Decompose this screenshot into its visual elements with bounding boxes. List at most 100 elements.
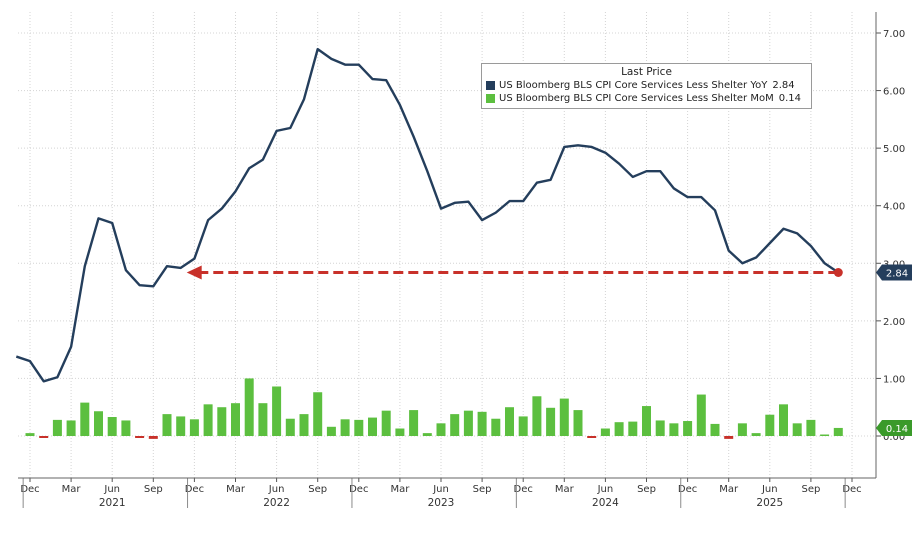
end-value-badges: 2.84 0.14 (876, 264, 912, 436)
bar (463, 410, 473, 436)
bar (655, 420, 665, 436)
x-tick-label: Jun (268, 484, 285, 495)
x-tick-label: Sep (637, 484, 656, 495)
bar (587, 436, 597, 438)
bar (285, 418, 295, 436)
legend-item-mom: US Bloomberg BLS CPI Core Services Less … (486, 92, 807, 105)
bar (642, 406, 651, 436)
yoy-series-line (15, 47, 839, 383)
x-tick-label: Dec (185, 484, 204, 495)
badge-mom-text: 0.14 (886, 424, 908, 435)
bar (600, 428, 610, 436)
bar (518, 416, 528, 436)
bar (546, 407, 556, 436)
legend-swatch-yoy (486, 81, 495, 90)
badge-yoy (876, 264, 912, 281)
bar (436, 423, 446, 436)
bar (39, 436, 49, 438)
y-tick-label: 4.00 (883, 202, 905, 213)
bar (765, 414, 775, 436)
y-tick-label: 5.00 (883, 144, 905, 155)
x-tick-label: Dec (349, 484, 368, 495)
bar (792, 423, 802, 436)
legend-label-yoy: US Bloomberg BLS CPI Core Services Less … (499, 80, 768, 91)
x-tick-label: Mar (719, 484, 739, 495)
bar (696, 394, 706, 436)
bar (244, 378, 254, 436)
bar (258, 403, 268, 436)
x-tick-label: Jun (597, 484, 614, 495)
bar (162, 414, 172, 436)
bar (573, 410, 583, 436)
x-tick-label: Sep (144, 484, 163, 495)
legend-value-yoy: 2.84 (772, 80, 795, 91)
bar (559, 398, 569, 436)
y-tick-label: 7.00 (883, 29, 905, 40)
bar (52, 419, 62, 436)
legend-swatch-mom (486, 94, 495, 103)
x-tick-label: Dec (20, 484, 39, 495)
bar (505, 407, 514, 436)
legend-item-yoy: US Bloomberg BLS CPI Core Services Less … (486, 79, 807, 92)
x-tick-label: Mar (62, 484, 82, 495)
bar (189, 419, 199, 436)
bar (737, 423, 747, 436)
bar (532, 396, 542, 436)
bar (751, 433, 761, 436)
bar (395, 428, 405, 436)
x-year-label: 2021 (99, 497, 126, 509)
bar (25, 433, 35, 436)
bar (806, 419, 816, 436)
mom-bars (25, 378, 843, 439)
bar (381, 410, 391, 436)
bar (724, 436, 734, 439)
bar (313, 392, 323, 436)
bar (135, 436, 145, 438)
bar (683, 421, 693, 436)
bar (203, 404, 213, 436)
bar (80, 402, 90, 436)
x-year-label: 2023 (428, 497, 455, 509)
bar (176, 416, 186, 436)
x-tick-label: Dec (842, 484, 861, 495)
dashed-arrow-annotation (186, 265, 843, 280)
x-year-label: 2024 (592, 497, 619, 509)
badge-yoy-text: 2.84 (886, 268, 908, 279)
bar (368, 417, 377, 436)
bar (121, 420, 131, 436)
y-tick-label: 0.00 (883, 432, 905, 443)
x-tick-label: Mar (555, 484, 575, 495)
x-tick-label: Sep (308, 484, 327, 495)
badge-mom (876, 419, 912, 436)
x-tick-label: Mar (390, 484, 410, 495)
bar (779, 404, 788, 436)
legend: Last Price US Bloomberg BLS CPI Core Ser… (481, 63, 812, 109)
bar (299, 414, 309, 436)
legend-title: Last Price (621, 66, 672, 78)
x-tick-label: Dec (678, 484, 697, 495)
bar (217, 407, 227, 436)
bar (409, 410, 419, 436)
x-tick-label: Sep (801, 484, 820, 495)
y-tick-label: 2.00 (883, 317, 905, 328)
bar (450, 414, 460, 436)
bar (148, 436, 158, 439)
bar (94, 411, 103, 436)
bar (833, 427, 843, 436)
x-year-label: 2022 (263, 497, 290, 509)
bar (820, 434, 830, 436)
annotation-end-marker (833, 267, 843, 277)
bar (422, 433, 432, 436)
bar (669, 423, 679, 436)
x-tick-label: Mar (226, 484, 246, 495)
bar (107, 417, 117, 436)
legend-label-mom: US Bloomberg BLS CPI Core Services Less … (499, 93, 774, 104)
bar (66, 420, 76, 436)
x-tick-label: Jun (761, 484, 778, 495)
x-tick-label: Jun (103, 484, 120, 495)
x-tick-label: Sep (473, 484, 492, 495)
x-year-label: 2025 (756, 497, 783, 509)
legend-value-mom: 0.14 (778, 93, 801, 104)
x-tick-label: Jun (432, 484, 449, 495)
